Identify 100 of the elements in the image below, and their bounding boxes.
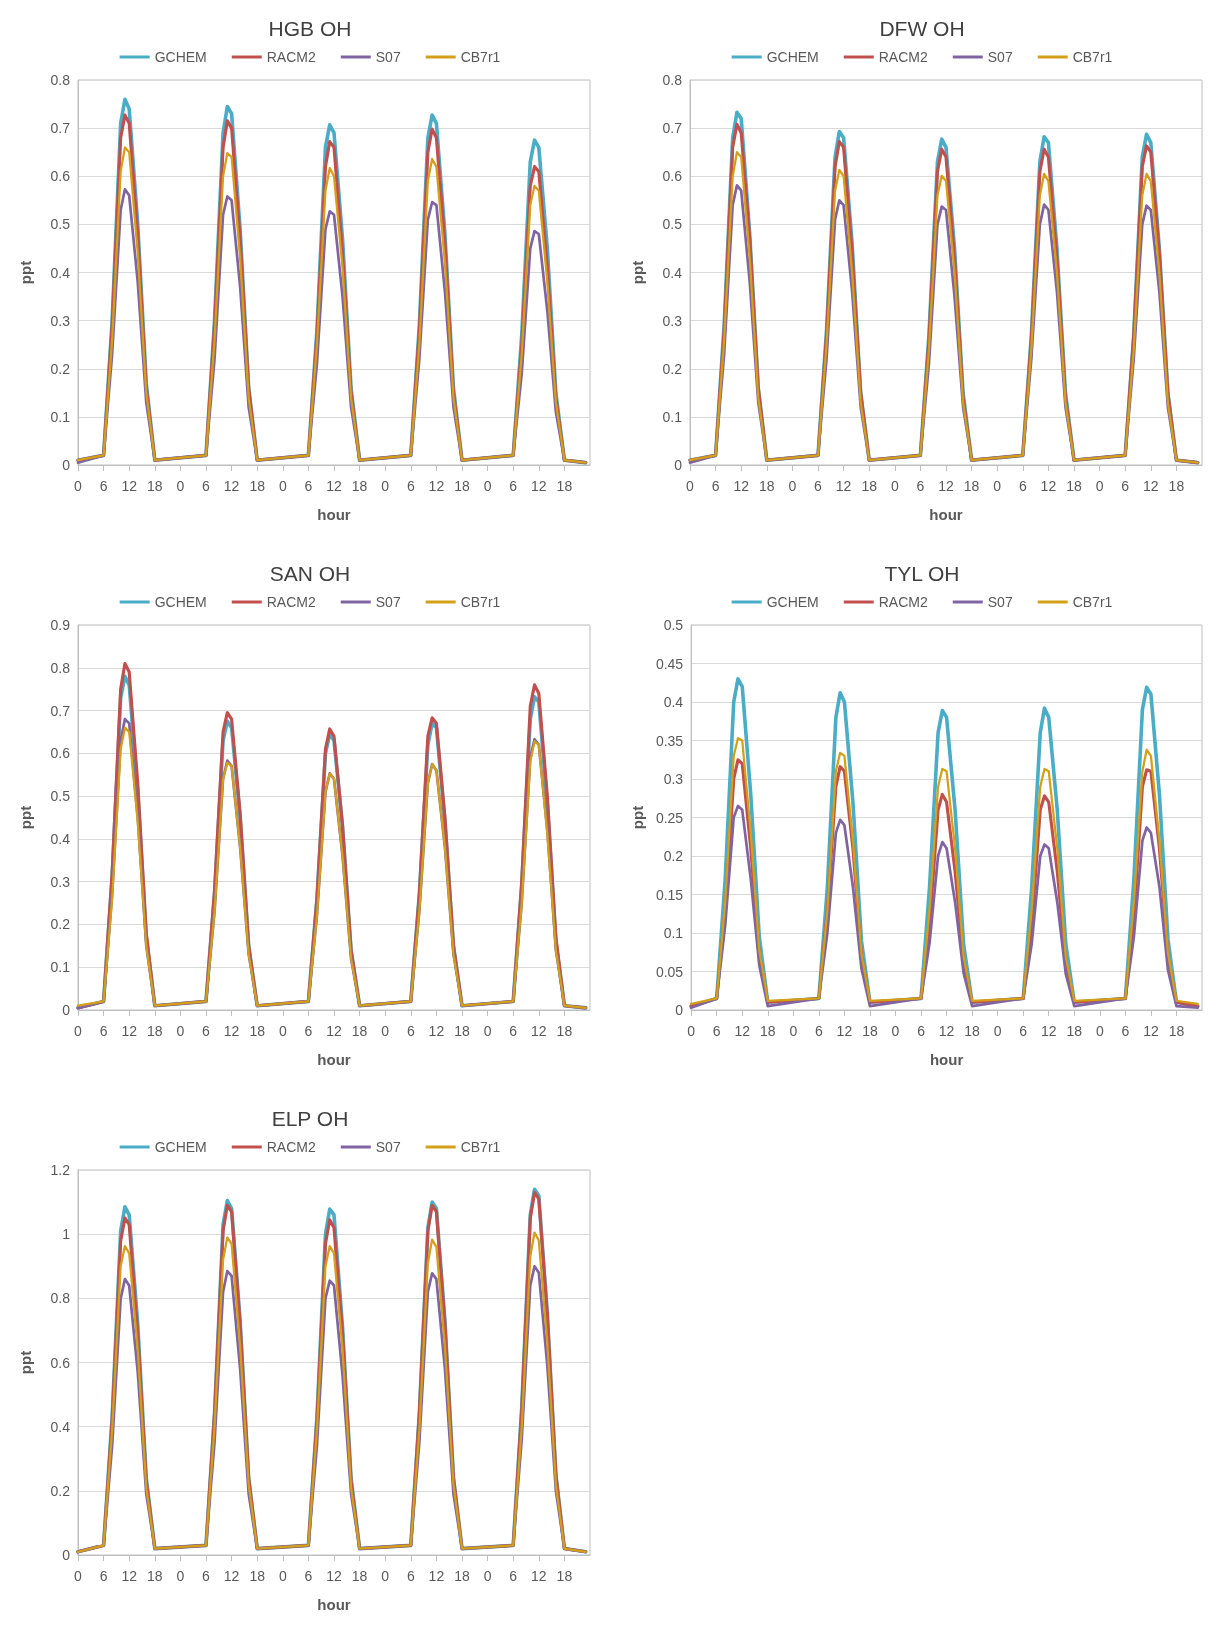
x-axis-title: hour <box>929 506 963 523</box>
x-tick-label: 0 <box>74 478 83 494</box>
x-tick-label: 12 <box>938 478 954 494</box>
legend-label: RACM2 <box>878 594 928 610</box>
y-tick-label: 0.7 <box>50 120 71 137</box>
x-tick-label: 6 <box>1121 1023 1130 1039</box>
x-tick-label: 0 <box>278 1568 287 1584</box>
y-tick-label: 0.2 <box>50 360 71 377</box>
x-tick-label: 0 <box>381 1023 390 1039</box>
x-tick-label: 0 <box>483 478 492 494</box>
legend-label: GCHEM <box>154 594 207 610</box>
x-tick-label: 0 <box>483 1568 492 1584</box>
legend-label: GCHEM <box>766 594 819 610</box>
y-tick-label: 0.4 <box>50 830 71 847</box>
x-tick-label: 18 <box>147 478 163 494</box>
y-tick-label: 0.35 <box>655 732 684 749</box>
x-tick-label: 18 <box>862 1023 878 1039</box>
x-tick-label: 6 <box>1121 478 1130 494</box>
legend-label: CB7r1 <box>460 1139 501 1155</box>
y-tick-label: 0.1 <box>662 408 683 425</box>
x-tick-label: 12 <box>1143 1023 1159 1039</box>
legend-label: RACM2 <box>266 49 316 65</box>
x-tick-label: 6 <box>712 1023 721 1039</box>
y-tick-label: 1.2 <box>50 1162 71 1178</box>
chart-title: ELP OH <box>271 1107 349 1130</box>
x-tick-label: 12 <box>531 1568 547 1584</box>
x-tick-label: 18 <box>556 478 573 494</box>
y-tick-label: 0.7 <box>662 120 683 137</box>
legend-label: CB7r1 <box>460 594 501 610</box>
x-tick-label: 0 <box>993 1023 1002 1039</box>
legend-label: RACM2 <box>878 49 928 65</box>
x-tick-label: 6 <box>202 1023 211 1039</box>
y-tick-label: 0.6 <box>50 745 71 762</box>
x-tick-label: 18 <box>147 1023 163 1039</box>
y-tick-label: 0 <box>62 1547 71 1563</box>
y-tick-label: 0.8 <box>50 72 71 88</box>
x-tick-label: 12 <box>1040 478 1057 494</box>
y-tick-label: 0.8 <box>50 1290 71 1307</box>
x-axis-title: hour <box>317 506 351 523</box>
x-tick-label: 6 <box>99 1023 108 1039</box>
x-tick-label: 0 <box>687 1023 696 1039</box>
x-tick-label: 12 <box>531 1023 547 1039</box>
x-tick-label: 12 <box>121 1568 138 1584</box>
legend-label: GCHEM <box>766 49 819 65</box>
y-tick-label: 0 <box>62 1002 71 1018</box>
x-tick-label: 6 <box>916 478 925 494</box>
y-tick-label: 0.3 <box>50 312 71 329</box>
x-tick-label: 18 <box>351 1568 368 1584</box>
y-tick-label: 0.5 <box>662 216 683 233</box>
x-tick-label: 18 <box>1066 478 1082 494</box>
x-tick-label: 12 <box>733 478 750 494</box>
y-tick-label: 0.4 <box>662 264 683 281</box>
x-tick-label: 12 <box>326 1023 342 1039</box>
x-tick-label: 12 <box>326 478 342 494</box>
legend-label: GCHEM <box>154 49 207 65</box>
chart-title: TYL OH <box>884 562 960 585</box>
x-tick-label: 0 <box>891 1023 900 1039</box>
x-tick-label: 6 <box>304 1023 313 1039</box>
x-tick-label: 12 <box>223 478 240 494</box>
y-tick-label: 0.6 <box>662 168 683 185</box>
y-tick-label: 0.2 <box>663 848 684 864</box>
x-tick-label: 0 <box>1095 1023 1104 1039</box>
y-tick-label: 0.05 <box>655 963 684 980</box>
legend-label: S07 <box>375 594 401 610</box>
x-tick-label: 18 <box>759 1023 776 1039</box>
y-tick-label: 0.45 <box>655 655 684 672</box>
x-axis-title: hour <box>929 1051 964 1068</box>
legend-label: CB7r1 <box>460 49 501 65</box>
x-tick-label: 6 <box>1018 478 1027 494</box>
x-tick-label: 0 <box>381 478 390 494</box>
y-tick-label: 0.15 <box>655 886 684 903</box>
x-tick-label: 0 <box>789 1023 798 1039</box>
x-tick-label: 0 <box>890 478 899 494</box>
y-axis-title: ppt <box>629 260 646 285</box>
legend-label: CB7r1 <box>1072 594 1113 610</box>
y-tick-label: 0 <box>62 457 71 473</box>
y-tick-label: 0 <box>674 457 683 473</box>
x-tick-label: 6 <box>406 1568 415 1584</box>
y-tick-label: 0.3 <box>662 312 683 329</box>
x-tick-label: 18 <box>454 1568 470 1584</box>
y-tick-label: 0.5 <box>50 788 71 805</box>
x-tick-label: 6 <box>202 478 211 494</box>
x-tick-label: 18 <box>454 478 470 494</box>
y-tick-label: 0 <box>675 1002 684 1018</box>
x-tick-label: 6 <box>406 478 415 494</box>
x-tick-label: 18 <box>351 478 368 494</box>
legend-label: S07 <box>375 49 401 65</box>
x-tick-label: 6 <box>1019 1023 1028 1039</box>
y-axis-title: ppt <box>629 805 646 830</box>
x-tick-label: 18 <box>1168 1023 1185 1039</box>
y-tick-label: 0.4 <box>50 264 71 281</box>
x-tick-label: 0 <box>686 478 695 494</box>
x-tick-label: 6 <box>509 1023 518 1039</box>
x-tick-label: 12 <box>734 1023 751 1039</box>
x-tick-label: 18 <box>351 1023 368 1039</box>
y-tick-label: 0.3 <box>663 771 684 787</box>
x-tick-label: 18 <box>147 1568 163 1584</box>
x-tick-label: 18 <box>454 1023 470 1039</box>
legend-label: RACM2 <box>266 1139 316 1155</box>
y-tick-label: 0.7 <box>50 702 71 719</box>
